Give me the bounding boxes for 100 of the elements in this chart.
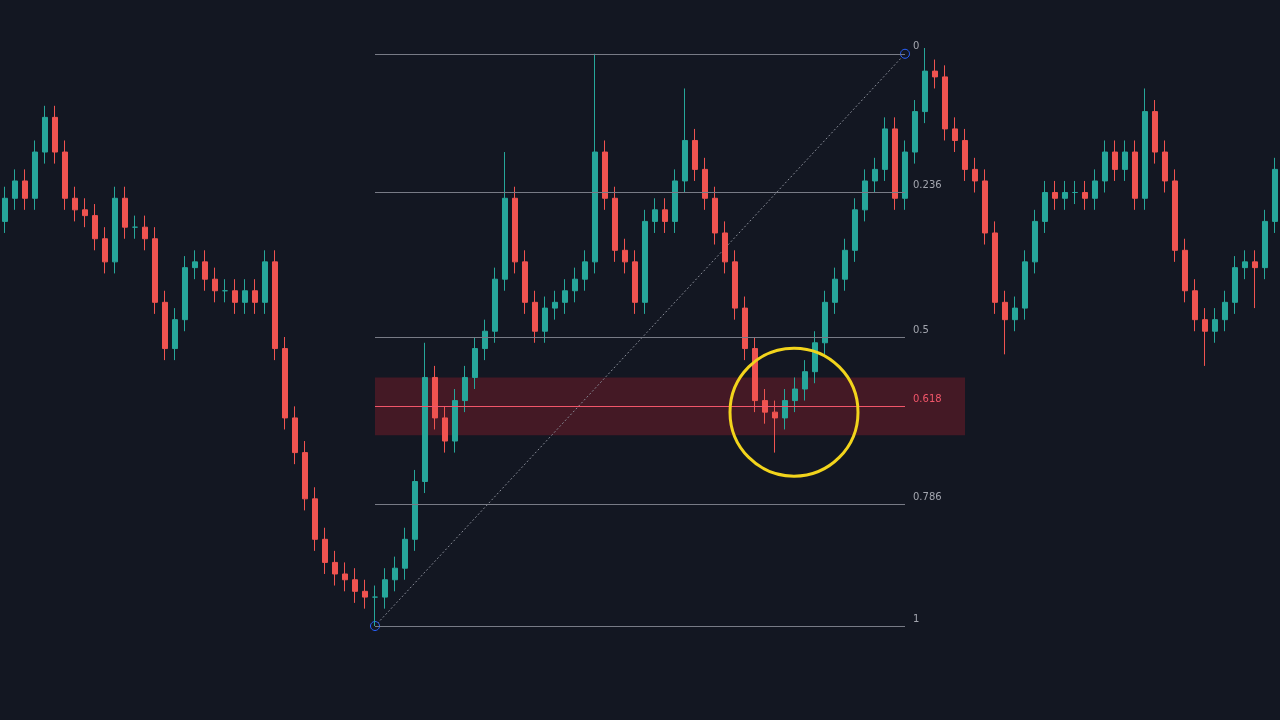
candlestick: [282, 336, 288, 430]
candlestick: [152, 226, 158, 315]
candlestick: [212, 267, 218, 303]
candlestick: [342, 561, 348, 592]
candlestick: [112, 186, 118, 274]
candlestick: [62, 139, 68, 211]
candlestick: [722, 220, 728, 274]
candlestick: [182, 255, 188, 332]
candlestick: [1192, 278, 1198, 332]
candlestick: [1052, 180, 1058, 211]
candlestick: [692, 128, 698, 182]
candlestick: [972, 157, 978, 193]
candlestick: [332, 550, 338, 587]
candlestick: [292, 405, 298, 465]
candlestick: [1172, 168, 1178, 263]
annotation: 0.786: [913, 491, 942, 503]
candlestick: [72, 186, 78, 222]
candlestick: [502, 151, 508, 292]
candlestick: [542, 296, 548, 344]
candlestick: [442, 405, 448, 454]
candlestick: [162, 290, 168, 361]
candlestick: [232, 278, 238, 315]
candlestick: [902, 139, 908, 211]
candlestick: [462, 365, 468, 413]
candlestick: [1042, 180, 1048, 234]
candlestick: [32, 139, 38, 211]
candlestick: [1202, 307, 1208, 367]
annotation: 0.236: [913, 179, 942, 190]
candlestick: [772, 400, 778, 454]
candlestick: [1142, 87, 1148, 211]
candlestick: [222, 278, 228, 303]
candlestick: [1082, 180, 1088, 211]
candlestick: [1252, 249, 1258, 309]
candlestick: [92, 203, 98, 251]
candlestick: [992, 220, 998, 315]
candlestick: [1262, 209, 1268, 280]
candlestick: [482, 319, 488, 361]
candlestick: [492, 267, 498, 344]
candlestick: [802, 359, 808, 402]
candlestick: [732, 249, 738, 321]
candlestick: [312, 486, 318, 552]
candlestick: [42, 105, 48, 165]
candlestick: [1242, 249, 1248, 280]
candlestick: [362, 579, 368, 610]
candlestick: [302, 440, 308, 511]
candlestick: [662, 197, 668, 234]
candlestick: [422, 342, 428, 494]
candlestick: [82, 197, 88, 228]
candlestick: [682, 87, 688, 193]
candlestick: [842, 238, 848, 292]
candlestick: [592, 53, 598, 274]
candlestick: [1272, 157, 1278, 234]
candlestick: [622, 238, 628, 274]
candlestick: [882, 116, 888, 182]
candlestick: [402, 527, 408, 581]
candlestick: [632, 249, 638, 315]
candlestick: [1122, 139, 1128, 182]
candlestick: [432, 365, 438, 430]
candlestick: [1212, 307, 1218, 344]
annotation: 0.5: [913, 323, 929, 335]
candlestick: [982, 168, 988, 246]
candlestick: [942, 64, 948, 141]
candlestick: [862, 168, 868, 222]
candlestick: [702, 157, 708, 211]
candlestick: [392, 556, 398, 592]
candlestick: [1232, 255, 1238, 315]
candlestick: [1182, 238, 1188, 303]
annotation: 0.618: [913, 392, 942, 404]
candlestick: [712, 186, 718, 246]
candlestick: [782, 388, 788, 430]
annotation: 1: [913, 612, 920, 624]
candlestick: [122, 186, 128, 240]
candlestick: [792, 376, 798, 413]
candlestick: [352, 567, 358, 604]
candlestick: [762, 388, 768, 425]
candlestick: [102, 226, 108, 274]
candlestick: [672, 168, 678, 234]
candlestick: [1002, 290, 1008, 355]
candlestick: [322, 527, 328, 575]
candlestick: [552, 290, 558, 321]
candlestick: [522, 249, 528, 315]
candlestick: [22, 168, 28, 211]
candlestick: [192, 249, 198, 280]
candlestick: [562, 278, 568, 315]
candlestick: [892, 116, 898, 211]
candlestick: [642, 209, 648, 315]
candlestick: [962, 128, 968, 182]
candlestick: [822, 290, 828, 355]
candlestick: [252, 278, 258, 315]
candlestick: [922, 47, 928, 124]
candlestick: [532, 290, 538, 344]
candlestick: [382, 567, 388, 610]
candlestick: [1022, 249, 1028, 321]
candlestick: [1092, 168, 1098, 211]
candlestick: [852, 197, 858, 263]
annotation: 0: [913, 40, 920, 52]
candlestick: [262, 249, 268, 315]
candlestick: [452, 388, 458, 454]
candlestick: [612, 186, 618, 263]
candlestick: [2, 186, 8, 234]
